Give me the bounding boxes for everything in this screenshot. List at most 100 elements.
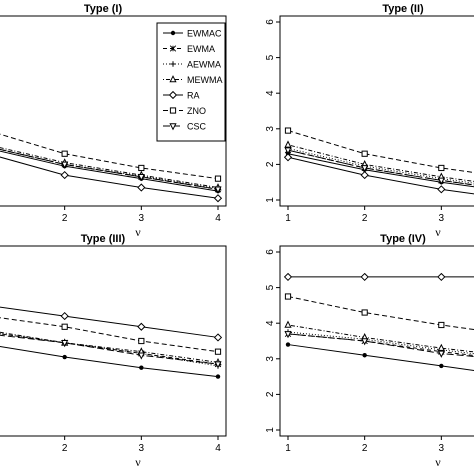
panel-3: Type (III)1234ν [0,233,227,469]
x-tick-label: 2 [362,213,368,224]
data-point-ra [437,185,446,194]
series-group [0,133,223,203]
series-group [283,127,474,195]
y-tick-label: 5 [265,284,276,290]
data-point-ra [360,170,369,180]
series-line-ra [0,156,219,199]
x-tick-label: 3 [139,213,145,224]
data-point-zno [361,309,368,316]
series-line-ewmac [0,150,219,192]
legend-label: CSC [187,122,207,132]
y-tick-label: 4 [265,320,276,326]
series-line-zno [0,133,219,180]
data-point-csc [361,165,369,173]
panel-1: Type (I)1234νEWMACEWMAAEWMAMEWMARAZNOCSC [0,3,227,239]
series-line-mewma [0,147,219,189]
y-tick-label: 3 [265,126,276,132]
data-point-csc [437,350,445,358]
data-point-csc [361,338,369,346]
series-line-aewma [287,331,474,355]
panel-title: Type (IV) [380,233,426,245]
panel-title: Type (II) [382,3,424,15]
data-point-csc [137,174,145,182]
plot-frame [279,245,474,437]
data-point-mewma [437,343,445,351]
legend-marker [170,30,176,36]
x-axis-label: ν [435,455,441,469]
data-point-zno [284,293,292,300]
y-tick-label: 6 [265,19,276,25]
data-point-ra [437,272,446,282]
panel-title: Type (III) [81,233,126,245]
x-axis-label: ν [435,225,441,239]
data-point-ewmac [139,365,144,370]
x-tick-label: 3 [139,443,145,454]
series-line-csc [287,333,474,357]
legend-label: AEWMA [187,60,221,70]
x-tick-label: 2 [362,443,368,454]
data-point-ewmac [362,353,367,358]
x-tick-label: 1 [285,213,291,224]
data-point-ra [137,183,146,192]
series-group [0,306,223,379]
x-tick-label: 3 [439,443,445,454]
legend-label: MEWMA [187,75,223,85]
x-axis-label: ν [135,455,141,469]
legend-label: RA [187,91,200,101]
data-point-ewmac [439,363,444,369]
series-line-zno [0,317,219,353]
x-axis-label: ν [135,225,141,239]
data-point-zno [138,337,145,345]
series-line-ewmac [287,344,474,371]
data-point-csc [61,161,69,169]
y-tick-label: 6 [265,249,276,255]
series-line-ewma [0,148,219,190]
series-line-csc [0,148,219,190]
legend-marker [168,90,178,100]
data-point-zno [214,348,222,355]
legend-marker [169,107,177,114]
data-point-zno [138,164,145,172]
series-line-zno [287,296,474,331]
data-point-zno [284,127,292,134]
series-line-csc [0,334,219,365]
data-point-ewmac [215,374,221,379]
y-tick-label: 1 [265,427,276,433]
series-line-mewma [287,144,474,182]
y-tick-label: 2 [265,161,276,167]
series-line-aewma [0,148,219,190]
y-tick-label: 3 [265,356,276,362]
x-tick-label: 2 [62,443,68,454]
data-point-mewma [284,140,292,148]
data-point-zno [438,321,445,329]
data-point-ewmac [62,354,67,360]
data-point-csc [214,186,222,194]
legend-label: EWMAC [187,29,222,39]
data-point-ra [137,322,146,331]
plot-frame [279,15,474,207]
data-point-zno [214,175,222,182]
series-line-ewma [0,333,219,365]
series-line-zno [287,130,474,174]
legend-marker [169,75,177,83]
data-point-csc [284,331,292,339]
legend-box [156,22,226,142]
series-line-aewma [287,147,474,184]
data-point-csc [61,339,69,348]
legend-label: EWMA [187,44,215,54]
series-line-ra [287,156,474,195]
data-point-csc [284,147,292,155]
data-point-ra [213,333,223,342]
data-point-csc [214,361,222,369]
data-point-zno [61,150,68,157]
data-point-ra [60,311,69,321]
data-point-ra [213,194,223,203]
x-tick-label: 4 [215,213,221,224]
y-tick-label: 1 [265,197,276,203]
series-line-ewmac [287,153,474,188]
series-line-ra [0,306,219,338]
data-point-ra [283,272,293,282]
panel-4: Type (IV)1234ν123456 [265,233,474,469]
x-tick-label: 2 [62,213,68,224]
